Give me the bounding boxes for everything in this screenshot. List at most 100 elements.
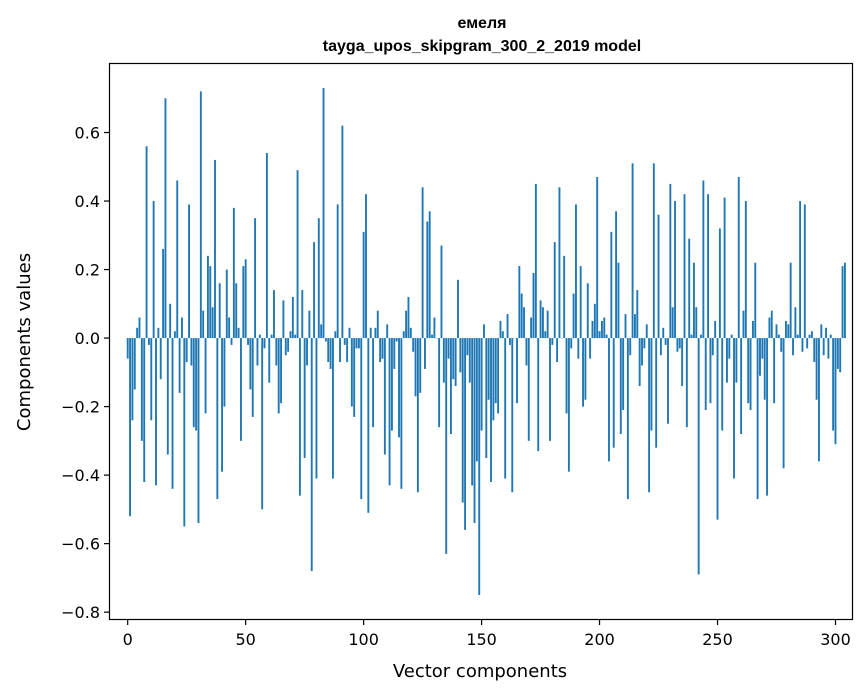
bar: [268, 338, 271, 383]
bar: [768, 317, 771, 339]
bar: [398, 338, 400, 438]
x-tick-label: 50: [235, 630, 255, 649]
bar: [681, 338, 684, 387]
bar: [716, 338, 719, 520]
bar: [461, 338, 464, 503]
bar: [707, 194, 710, 339]
bar: [669, 183, 672, 339]
bar: [650, 338, 653, 431]
bar: [664, 338, 667, 345]
bar: [265, 153, 268, 339]
bar: [195, 338, 198, 431]
bar: [129, 338, 131, 517]
bar: [612, 338, 615, 448]
bar: [475, 338, 478, 462]
bar: [367, 338, 370, 513]
bar: [317, 218, 320, 339]
bar: [176, 180, 179, 339]
bar: [169, 303, 172, 339]
bar: [645, 324, 648, 339]
bar: [348, 327, 351, 339]
y-tick-label: −0.8: [61, 603, 100, 622]
bar: [414, 338, 417, 397]
bar: [518, 266, 521, 339]
bar: [737, 177, 740, 339]
bar: [308, 310, 311, 339]
bar: [593, 303, 596, 339]
bar: [494, 338, 497, 404]
bar: [138, 317, 141, 339]
bar: [421, 187, 424, 339]
bar: [202, 310, 205, 339]
bar: [442, 338, 445, 383]
bar: [532, 272, 535, 339]
bar: [181, 317, 183, 339]
bar: [230, 338, 233, 345]
bar: [133, 338, 136, 390]
bar: [539, 300, 542, 339]
bar: [197, 338, 200, 524]
bar: [832, 338, 835, 431]
bar: [332, 338, 334, 479]
bar: [362, 231, 365, 339]
bar: [235, 283, 238, 339]
bar: [185, 338, 188, 363]
bar: [671, 307, 674, 339]
bar: [761, 338, 764, 359]
bar: [334, 331, 337, 339]
bar: [572, 293, 575, 339]
bar: [409, 327, 412, 339]
bar: [759, 338, 761, 376]
bar: [166, 338, 169, 455]
bar: [508, 338, 511, 345]
bar: [464, 338, 467, 530]
bar: [256, 338, 259, 366]
bar: [339, 338, 341, 363]
bar: [159, 338, 162, 380]
bar: [440, 245, 443, 339]
bar: [735, 338, 738, 383]
bar: [294, 334, 297, 339]
bar: [324, 338, 327, 342]
bar: [655, 338, 658, 448]
bar: [777, 334, 780, 339]
bar: [147, 338, 150, 345]
bar: [431, 334, 433, 339]
bar: [131, 338, 134, 421]
bar: [287, 338, 290, 352]
bar: [240, 338, 242, 441]
bar: [527, 338, 530, 441]
bar: [700, 334, 702, 339]
bar: [744, 201, 747, 339]
bar: [424, 338, 426, 369]
bar: [617, 262, 620, 339]
bar: [582, 338, 584, 407]
bar: [237, 327, 240, 339]
y-tick-label: 0.2: [75, 261, 100, 280]
bar: [799, 201, 802, 339]
bar: [754, 262, 757, 339]
bar: [405, 310, 408, 339]
bar: [787, 324, 790, 339]
bar: [549, 338, 551, 441]
bar: [789, 262, 792, 339]
bar: [152, 201, 155, 339]
bar: [426, 221, 429, 339]
bar: [372, 338, 375, 428]
bar: [478, 338, 481, 596]
bar: [506, 314, 509, 339]
bar: [277, 338, 280, 414]
bar: [306, 338, 308, 366]
bar: [586, 283, 589, 339]
bar: [457, 279, 459, 339]
bar: [530, 317, 533, 339]
bar: [827, 338, 830, 359]
bar: [546, 310, 549, 339]
bar: [603, 317, 606, 339]
bar: [381, 338, 384, 359]
bar: [485, 338, 488, 458]
bar: [641, 338, 643, 366]
bar: [629, 338, 632, 356]
bar: [709, 338, 712, 404]
